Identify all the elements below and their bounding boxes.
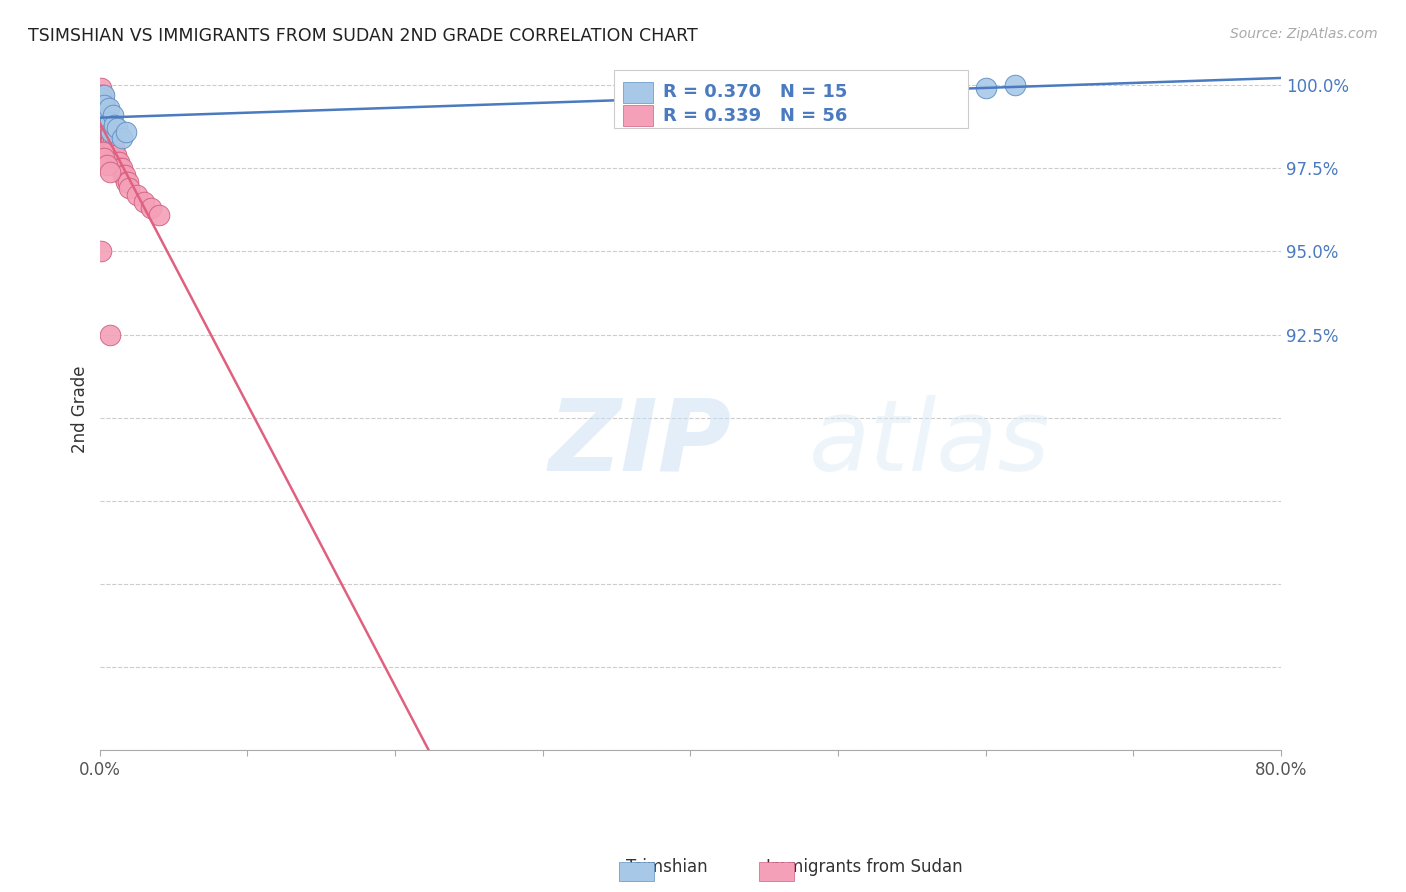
Point	[101, 135, 124, 149]
Point	[108, 154, 131, 169]
Point	[103, 118, 125, 132]
Point	[98, 114, 121, 128]
Point	[96, 121, 118, 136]
Point	[103, 148, 125, 162]
Point	[97, 102, 120, 116]
Y-axis label: 2nd Grade: 2nd Grade	[72, 366, 89, 453]
Point	[118, 181, 141, 195]
Point	[94, 112, 117, 126]
Point	[96, 108, 118, 122]
Point	[125, 187, 148, 202]
Point	[91, 95, 114, 109]
Point	[91, 145, 114, 159]
Point	[98, 164, 121, 178]
Point	[148, 208, 170, 222]
Point	[132, 194, 155, 209]
Text: R = 0.370   N = 15: R = 0.370 N = 15	[664, 83, 848, 102]
Point	[93, 108, 115, 122]
Point	[90, 118, 112, 132]
Point	[98, 128, 121, 142]
Point	[98, 327, 121, 342]
Text: Immigrants from Sudan: Immigrants from Sudan	[766, 858, 963, 876]
Point	[91, 114, 114, 128]
Point	[90, 91, 112, 105]
Point	[90, 244, 112, 259]
Point	[93, 151, 115, 165]
Point	[96, 114, 118, 128]
Point	[96, 158, 118, 172]
Point	[114, 168, 136, 182]
Point	[111, 161, 134, 176]
Point	[90, 98, 112, 112]
Point	[98, 121, 121, 136]
FancyBboxPatch shape	[613, 70, 967, 128]
Point	[90, 81, 112, 95]
Point	[97, 114, 120, 128]
Text: Source: ZipAtlas.com: Source: ZipAtlas.com	[1230, 27, 1378, 41]
Point	[97, 128, 120, 142]
Text: Tsimshian: Tsimshian	[626, 858, 707, 876]
Point	[974, 81, 997, 95]
Point	[98, 135, 121, 149]
Point	[100, 125, 122, 139]
Point	[90, 131, 112, 145]
Point	[101, 141, 124, 155]
Point	[93, 98, 115, 112]
Point	[93, 88, 115, 103]
Point	[91, 108, 114, 122]
Point	[94, 114, 117, 128]
Text: TSIMSHIAN VS IMMIGRANTS FROM SUDAN 2ND GRADE CORRELATION CHART: TSIMSHIAN VS IMMIGRANTS FROM SUDAN 2ND G…	[28, 27, 697, 45]
Point	[90, 102, 112, 116]
Text: R = 0.339   N = 56: R = 0.339 N = 56	[664, 106, 848, 125]
Point	[100, 135, 122, 149]
Point	[91, 102, 114, 116]
Point	[90, 91, 112, 105]
Point	[1004, 78, 1026, 92]
Point	[103, 141, 125, 155]
Point	[112, 168, 135, 182]
Point	[94, 108, 117, 122]
Point	[93, 95, 115, 109]
Point	[141, 201, 163, 215]
Point	[90, 108, 112, 122]
Point	[93, 102, 115, 116]
Point	[117, 175, 139, 189]
Point	[110, 161, 132, 176]
FancyBboxPatch shape	[623, 105, 652, 126]
Point	[115, 125, 138, 139]
Point	[90, 121, 112, 136]
Point	[115, 175, 138, 189]
FancyBboxPatch shape	[623, 82, 652, 103]
Point	[94, 102, 117, 116]
Point	[90, 102, 112, 116]
Point	[90, 88, 112, 103]
Point	[104, 148, 127, 162]
Point	[100, 128, 122, 142]
Text: ZIP: ZIP	[548, 395, 731, 492]
Point	[97, 121, 120, 136]
Point	[91, 88, 114, 103]
Point	[90, 112, 112, 126]
Point	[105, 154, 128, 169]
Text: atlas: atlas	[808, 395, 1050, 492]
Point	[90, 128, 112, 142]
Point	[101, 108, 124, 122]
Point	[105, 121, 128, 136]
Point	[111, 131, 134, 145]
Point	[90, 138, 112, 153]
